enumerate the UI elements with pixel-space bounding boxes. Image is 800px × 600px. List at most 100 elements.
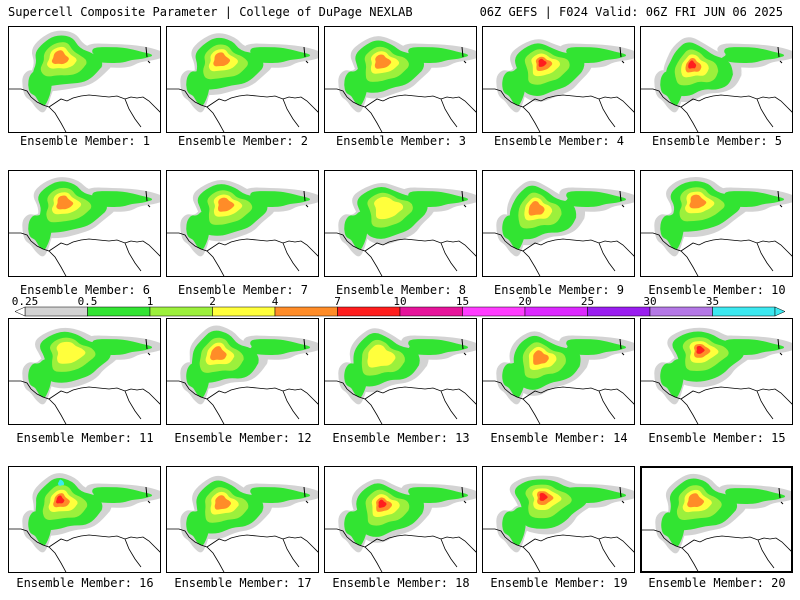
legend-swatch: [274, 306, 338, 317]
scp-contour: [214, 495, 232, 510]
coastline: [9, 380, 160, 405]
scp-map: [483, 331, 634, 424]
member-caption: Ensemble Member: 4: [493, 134, 625, 148]
scp-contour: [502, 359, 526, 398]
scp-map: [325, 183, 476, 276]
scp-contour: [210, 346, 228, 361]
ensemble-panel[interactable]: [640, 466, 793, 573]
coastline: [48, 242, 142, 276]
lake-outline: [619, 486, 625, 504]
coastline: [167, 528, 318, 553]
scp-map: [483, 475, 634, 572]
coastline: [325, 528, 476, 553]
coastline: [206, 242, 300, 276]
scp-contour: [51, 50, 70, 65]
ensemble-panel[interactable]: [166, 318, 319, 425]
coastline: [206, 390, 300, 424]
ensemble-panel[interactable]: [640, 318, 793, 425]
ensemble-panel[interactable]: [8, 318, 161, 425]
ensemble-panel[interactable]: [640, 170, 793, 277]
coastline: [522, 242, 616, 276]
member-caption: Ensemble Member: 6: [19, 283, 151, 297]
coastline: [325, 88, 476, 113]
member-caption: Ensemble Member: 5: [651, 134, 783, 148]
member-caption: Ensemble Member: 14: [490, 431, 628, 445]
scp-contour: [213, 52, 231, 67]
legend-swatch: [149, 306, 213, 317]
scp-map: [483, 39, 634, 132]
scp-contour: [28, 67, 52, 106]
scp-contour: [57, 479, 65, 486]
member-caption: Ensemble Member: 19: [490, 576, 628, 590]
member-caption: Ensemble Member: 13: [332, 431, 470, 445]
lake-outline: [303, 338, 309, 356]
lake-outline: [145, 486, 151, 504]
coastline: [206, 98, 300, 132]
legend-tick-label: 15: [456, 295, 469, 308]
legend-swatch: [524, 306, 588, 317]
ensemble-panel[interactable]: [482, 318, 635, 425]
coastline: [483, 88, 634, 113]
scp-contour: [405, 487, 471, 503]
coastline: [641, 88, 792, 113]
legend-tick-label: 0.25: [12, 295, 39, 308]
coastline: [9, 232, 160, 257]
legend-tick-label: 1: [147, 295, 154, 308]
ensemble-panel[interactable]: [640, 26, 793, 133]
coastline: [522, 390, 616, 424]
ensemble-panel[interactable]: [166, 170, 319, 277]
member-caption: Ensemble Member: 10: [648, 283, 786, 297]
scp-contour: [344, 67, 368, 106]
ensemble-panel[interactable]: [482, 26, 635, 133]
ensemble-panel[interactable]: [8, 466, 161, 573]
coastline: [642, 529, 791, 552]
coastline: [206, 538, 300, 572]
scp-map: [9, 177, 160, 276]
scp-contour: [721, 47, 787, 63]
coastline: [9, 88, 160, 113]
lake-outline: [619, 190, 625, 208]
ensemble-panel[interactable]: [482, 466, 635, 573]
ensemble-panel[interactable]: [324, 318, 477, 425]
scp-contour: [344, 359, 368, 398]
scp-contour: [344, 507, 368, 546]
coastline: [681, 539, 775, 571]
scp-contour: [89, 339, 155, 355]
scp-contour: [89, 47, 155, 63]
ensemble-panel[interactable]: [166, 26, 319, 133]
scp-contour: [247, 339, 313, 355]
scp-contour: [56, 341, 87, 364]
scp-map: [167, 179, 318, 276]
scp-contour: [405, 339, 471, 355]
run-info: 06Z GEFS | F024 Valid: 06Z FRI JUN 06 20…: [479, 5, 783, 19]
scp-map: [325, 328, 476, 424]
lake-outline: [777, 338, 783, 356]
coastline: [48, 390, 142, 424]
map-title: Supercell Composite Parameter | College …: [8, 5, 413, 19]
lake-outline: [461, 46, 467, 64]
ensemble-panel[interactable]: [166, 466, 319, 573]
legend-tick-label: 20: [518, 295, 531, 308]
ensemble-panel[interactable]: [324, 26, 477, 133]
ensemble-panel[interactable]: [324, 170, 477, 277]
coastline: [9, 528, 160, 553]
ensemble-panel[interactable]: [8, 170, 161, 277]
coastline: [48, 538, 142, 572]
scp-contour: [367, 344, 397, 368]
ensemble-panel[interactable]: [324, 466, 477, 573]
scp-contour: [217, 197, 236, 212]
scp-contour: [405, 191, 471, 207]
member-caption: Ensemble Member: 16: [16, 576, 154, 590]
coastline: [641, 380, 792, 405]
coastline: [483, 380, 634, 405]
scp-contour: [405, 47, 471, 63]
member-caption: Ensemble Member: 20: [648, 576, 786, 590]
member-caption: Ensemble Member: 15: [648, 431, 786, 445]
lake-outline: [145, 46, 151, 64]
lake-outline: [777, 190, 783, 208]
lake-outline: [619, 338, 625, 356]
legend-swatch: [462, 306, 526, 317]
ensemble-panel[interactable]: [482, 170, 635, 277]
lake-outline: [461, 486, 467, 504]
ensemble-panel[interactable]: [8, 26, 161, 133]
